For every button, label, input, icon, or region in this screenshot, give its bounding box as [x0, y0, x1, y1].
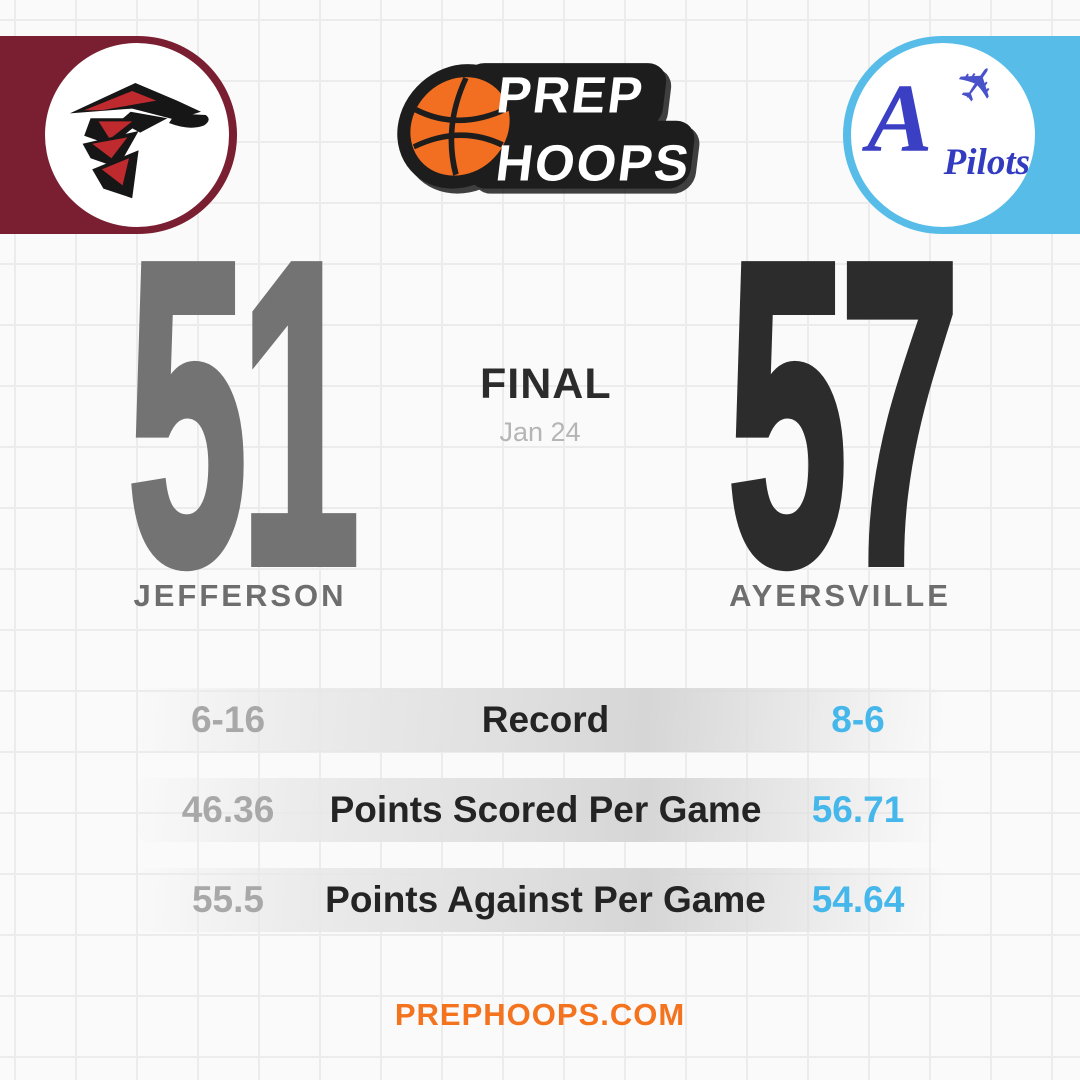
stat-home-value: 46.36 [181, 789, 275, 830]
stat-home-value: 55.5 [191, 879, 264, 920]
away-team-name: AYERSVILLE [729, 578, 951, 613]
game-status-column: FINAL Jan 24 [480, 258, 612, 614]
prephoops-word-hoops: HOOPS [493, 134, 694, 191]
stat-away-value: 54.64 [811, 879, 905, 920]
site-url: PREPHOOPS.COM [394, 997, 686, 1032]
stat-label: Points Against Per Game [325, 879, 766, 920]
away-team-badge: A ✈ Pilots [843, 36, 1080, 234]
away-score: 57 [725, 174, 962, 654]
stat-label: Points Scored Per Game [329, 789, 762, 830]
scoreboard: 51 JEFFERSON FINAL Jan 24 57 AYERSVILLE [0, 194, 1080, 634]
away-team-logo: A ✈ Pilots [851, 43, 1035, 227]
home-score: 51 [125, 174, 362, 654]
home-team-logo [45, 43, 229, 227]
prephoops-logo: PREP HOOPS [382, 50, 698, 204]
basketball-icon [410, 77, 510, 176]
game-status: FINAL [480, 360, 612, 408]
away-score-wrap: 57 [600, 194, 1080, 634]
pilots-wordmark: Pilots [943, 142, 1030, 183]
pilots-monogram: A [867, 65, 933, 173]
game-date: Jan 24 [499, 417, 581, 447]
stat-label: Record [481, 699, 610, 740]
prephoops-word-prep: PREP [494, 67, 648, 124]
stat-row: 55.5 Points Against Per Game 54.64 [138, 868, 943, 932]
home-team-column: 51 JEFFERSON [0, 194, 480, 634]
stat-away-value: 56.71 [811, 789, 905, 830]
falcon-icon [69, 83, 209, 199]
home-score-wrap: 51 [0, 194, 480, 634]
stat-row: 6-16 Record 8-6 [138, 688, 943, 752]
home-team-name: JEFFERSON [133, 578, 347, 613]
stat-home-value: 6-16 [190, 699, 266, 740]
stat-away-value: 8-6 [831, 699, 885, 740]
away-team-column: 57 AYERSVILLE [600, 194, 1080, 634]
airplane-icon: ✈ [942, 50, 1014, 118]
stats-table: 6-16 Record 8-6 46.36 Points Scored Per … [138, 688, 943, 932]
stat-row: 46.36 Points Scored Per Game 56.71 [138, 778, 943, 842]
home-team-badge [0, 36, 237, 234]
